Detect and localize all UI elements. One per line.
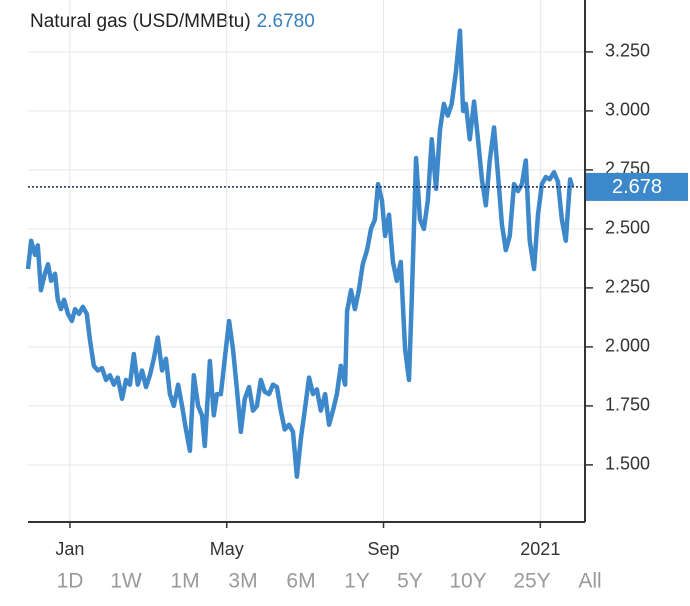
title: Natural gas (USD/MMBtu) [30,11,251,32]
y-tick-label: 2.500 [605,218,650,238]
range-button[interactable]: 1D [57,570,84,593]
y-tick-label: 2.000 [605,336,650,356]
range-button[interactable]: All [578,570,601,593]
y-tick-label: 3.250 [605,41,650,61]
last-price-tag-label: 2.678 [612,176,662,198]
range-button[interactable]: 6M [286,570,315,593]
y-tick-label: 1.750 [605,395,650,415]
range-button[interactable]: 1W [110,570,142,593]
y-tick-label: 2.250 [605,277,650,297]
x-tick-label: Sep [368,539,400,559]
y-tick-label: 1.500 [605,454,650,474]
range-button[interactable]: 5Y [397,570,423,593]
x-tick-label: May [210,539,244,559]
range-button[interactable]: 1M [170,570,199,593]
range-button[interactable]: 1Y [344,570,370,593]
y-tick-label: 3.000 [605,100,650,120]
chart-title: Natural gas (USD/MMBtu) 2.6780 [30,11,315,32]
range-button[interactable]: 3M [228,570,257,593]
last-price-tag [586,172,688,201]
last-price: 2.6780 [257,11,315,32]
x-tick-label: 2021 [520,539,560,559]
range-button[interactable]: 25Y [513,570,550,593]
x-tick-label: Jan [55,539,84,559]
range-button[interactable]: 10Y [449,570,486,593]
price-line [25,28,575,479]
